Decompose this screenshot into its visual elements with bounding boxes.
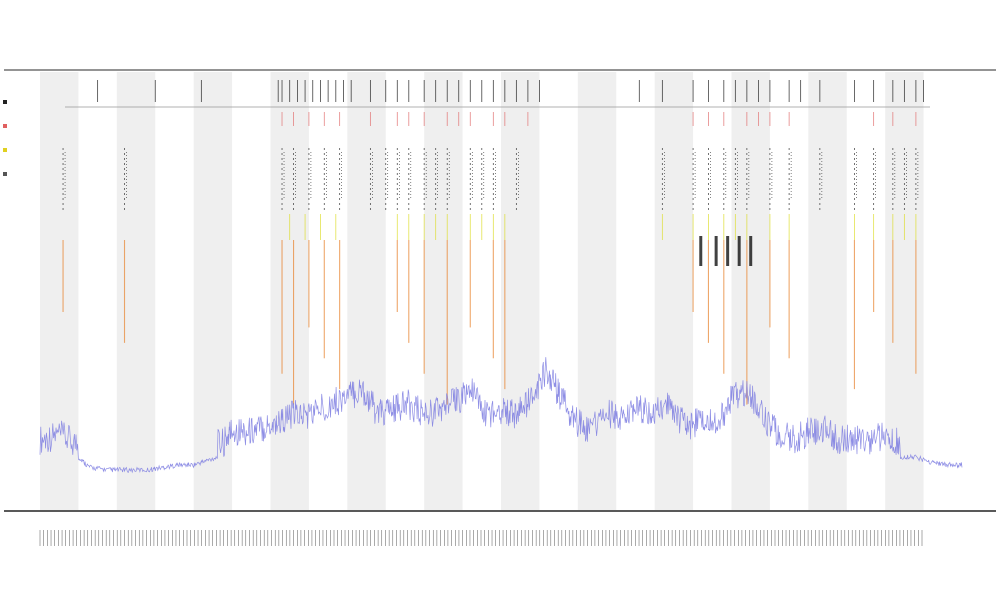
series-signal-line bbox=[39, 357, 963, 474]
legend bbox=[2, 80, 14, 176]
legend-item-1 bbox=[2, 104, 7, 128]
legend-swatch-3 bbox=[3, 172, 7, 176]
band-10 bbox=[808, 72, 847, 510]
legend-item-0 bbox=[2, 80, 7, 104]
x-axis-label bbox=[495, 567, 505, 581]
dark-cluster-2 bbox=[726, 236, 730, 266]
band-8 bbox=[654, 72, 694, 510]
band-6 bbox=[501, 72, 540, 510]
dark-cluster-1 bbox=[714, 236, 718, 266]
dark-cluster-0 bbox=[699, 236, 703, 266]
band-4 bbox=[347, 72, 386, 510]
dark-cluster-4 bbox=[749, 236, 753, 266]
band-11 bbox=[885, 72, 924, 510]
band-5 bbox=[424, 72, 463, 510]
band-1 bbox=[116, 72, 156, 510]
dark-cluster-3 bbox=[737, 236, 741, 266]
band-7 bbox=[577, 72, 617, 510]
band-2 bbox=[193, 72, 233, 510]
legend-item-3 bbox=[2, 152, 7, 176]
legend-item-2 bbox=[2, 128, 7, 152]
band-9 bbox=[731, 72, 770, 510]
band-3 bbox=[270, 72, 309, 510]
